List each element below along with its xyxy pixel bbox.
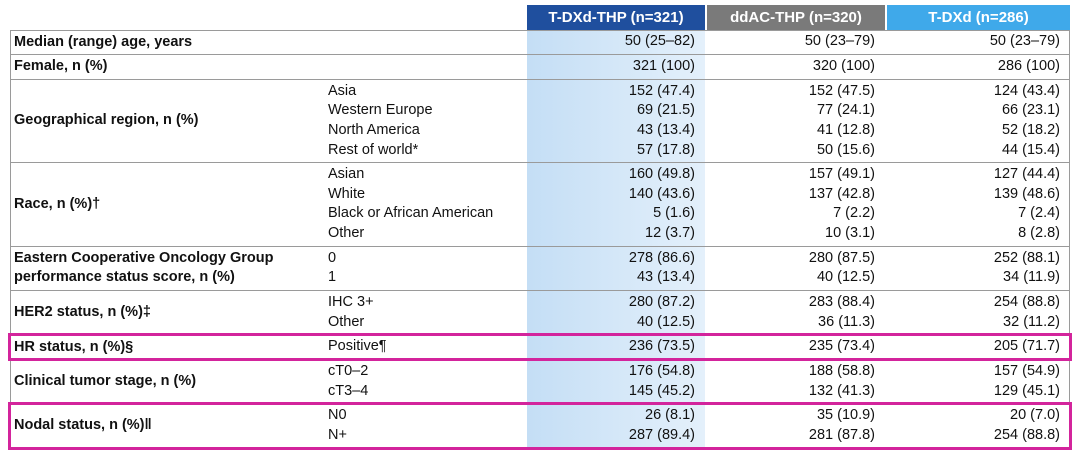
cell-value: 7 (2.4)	[1018, 205, 1060, 222]
cell-value: 50 (25–82)	[624, 33, 695, 50]
row-sublabel: Asia	[328, 82, 357, 99]
cell-value: 157 (49.1)	[808, 166, 875, 183]
cell-value: 152 (47.4)	[628, 82, 695, 99]
cell-value: 287 (89.4)	[628, 426, 695, 443]
cell-value: 77 (24.1)	[816, 102, 875, 119]
row-sublabel: Positive¶	[328, 338, 387, 355]
row-divider	[10, 30, 1070, 31]
cell-value: 160 (49.8)	[628, 166, 695, 183]
row-label: HER2 status, n (%)‡	[14, 304, 151, 321]
cell-value: 43 (13.4)	[636, 269, 695, 286]
cell-value: 40 (12.5)	[636, 313, 695, 330]
cell-value: 235 (73.4)	[808, 338, 875, 355]
cell-value: 124 (43.4)	[993, 82, 1060, 99]
cell-value: 157 (54.9)	[993, 363, 1060, 379]
row-sublabel: cT0–2	[328, 363, 369, 379]
cell-value: 280 (87.2)	[628, 294, 695, 310]
cell-value: 50 (23–79)	[804, 33, 875, 50]
row-sublabel: Asian	[328, 166, 365, 183]
cell-value: 278 (86.6)	[628, 249, 695, 266]
row-divider	[10, 290, 1070, 292]
row-sublabel: Other	[328, 225, 365, 241]
cell-value: 236 (73.5)	[628, 338, 695, 355]
cell-value: 286 (100)	[997, 58, 1060, 74]
cell-value: 26 (8.1)	[645, 407, 695, 424]
cell-value: 41 (12.8)	[816, 121, 875, 138]
cell-value: 12 (3.7)	[645, 225, 695, 241]
row-sublabel: North America	[328, 121, 420, 138]
row-label: Female, n (%)	[14, 58, 108, 75]
cell-value: 132 (41.3)	[808, 382, 875, 399]
row-divider	[10, 54, 1070, 56]
cell-value: 50 (23–79)	[989, 33, 1060, 50]
cell-value: 7 (2.2)	[833, 205, 875, 222]
cell-value: 152 (47.5)	[808, 82, 875, 99]
cell-value: 36 (11.3)	[818, 313, 875, 330]
cell-value: 57 (17.8)	[636, 141, 695, 158]
row-sublabel: Other	[328, 313, 365, 330]
row-sublabel: Rest of world*	[328, 141, 419, 158]
row-label: Race, n (%)†	[14, 195, 101, 212]
row-sublabel: cT3–4	[328, 382, 369, 399]
cell-value: 5 (1.6)	[653, 205, 695, 222]
cell-value: 10 (3.1)	[825, 225, 875, 241]
row-sublabel: N+	[328, 426, 347, 443]
cell-value: 32 (11.2)	[1003, 313, 1060, 330]
cell-value: 283 (88.4)	[808, 294, 875, 310]
cell-value: 252 (88.1)	[993, 249, 1060, 266]
cell-value: 254 (88.8)	[993, 426, 1060, 443]
cell-value: 140 (43.6)	[628, 185, 695, 202]
cell-value: 139 (48.6)	[993, 185, 1060, 202]
cell-value: 35 (10.9)	[816, 407, 875, 424]
column-header: ddAC-THP (n=320)	[707, 5, 885, 30]
row-divider	[10, 78, 1070, 80]
row-sublabel: 0	[328, 249, 337, 266]
cell-value: 320 (100)	[812, 58, 875, 74]
cell-value: 20 (7.0)	[1010, 407, 1060, 424]
cell-value: 281 (87.8)	[808, 426, 875, 443]
cell-value: 254 (88.8)	[993, 294, 1060, 310]
cell-value: 69 (21.5)	[636, 102, 695, 119]
row-label: Nodal status, n (%)‖	[14, 417, 152, 434]
cell-value: 137 (42.8)	[808, 185, 875, 202]
table-left-border	[10, 30, 11, 448]
row-label: HR status, n (%)§	[14, 338, 134, 355]
cell-value: 145 (45.2)	[628, 382, 695, 399]
cell-value: 188 (58.8)	[808, 363, 875, 379]
cell-value: 66 (23.1)	[1001, 102, 1060, 119]
row-sublabel: IHC 3+	[328, 294, 374, 310]
cell-value: 50 (15.6)	[816, 141, 875, 158]
highlight-box	[8, 402, 1072, 450]
cell-value: 129 (45.1)	[993, 382, 1060, 399]
row-sublabel: Western Europe	[328, 102, 433, 119]
row-label: Geographical region, n (%)	[14, 112, 199, 129]
cell-value: 40 (12.5)	[816, 269, 875, 286]
row-label: Clinical tumor stage, n (%)	[14, 373, 197, 390]
cell-value: 280 (87.5)	[808, 249, 875, 266]
cell-value: 44 (15.4)	[1001, 141, 1060, 158]
row-sublabel: 1	[328, 269, 337, 286]
table-right-border	[1069, 30, 1070, 448]
row-divider	[10, 162, 1070, 164]
cell-value: 127 (44.4)	[993, 166, 1060, 183]
highlight-box	[8, 333, 1072, 362]
cell-value: 52 (18.2)	[1001, 121, 1060, 138]
column-header: T-DXd-THP (n=321)	[527, 5, 705, 30]
row-label: Eastern Cooperative Oncology Group perfo…	[14, 250, 274, 286]
row-divider	[10, 245, 1070, 247]
row-sublabel: Black or African American	[328, 205, 494, 222]
row-sublabel: White	[328, 185, 366, 202]
cell-value: 43 (13.4)	[636, 121, 695, 138]
row-sublabel: N0	[328, 407, 347, 424]
cell-value: 321 (100)	[632, 58, 695, 74]
column-header: T-DXd (n=286)	[887, 5, 1070, 30]
cell-value: 8 (2.8)	[1018, 225, 1060, 241]
row-label: Median (range) age, years	[14, 33, 193, 50]
cell-value: 176 (54.8)	[628, 363, 695, 379]
column-1-shade	[527, 30, 705, 448]
cell-value: 205 (71.7)	[993, 338, 1060, 355]
cell-value: 34 (11.9)	[1003, 269, 1060, 286]
